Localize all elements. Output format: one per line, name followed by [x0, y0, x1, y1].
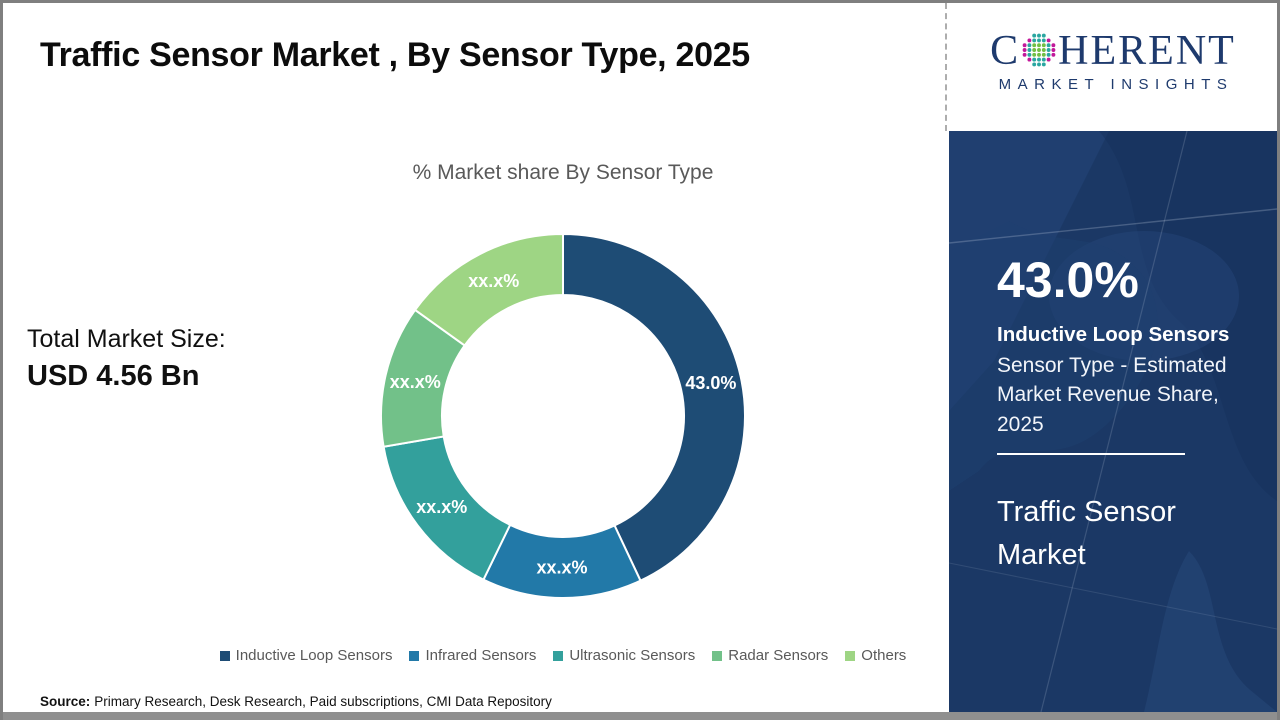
slice-label: xx.x%: [468, 271, 519, 291]
legend-label: Radar Sensors: [728, 647, 829, 664]
source-label: Source:: [40, 694, 91, 709]
key-stat-segment: Inductive Loop Sensors: [997, 323, 1230, 346]
brand-subtitle: MARKET INSIGHTS: [998, 76, 1234, 93]
total-market-size-value: USD 4.56 Bn: [27, 360, 200, 392]
chart-title: % Market share By Sensor Type: [412, 161, 714, 184]
source-note: Source: Primary Research, Desk Research, …: [40, 694, 552, 709]
legend-item: Inductive Loop Sensors: [219, 647, 393, 664]
legend-swatch: [219, 650, 230, 661]
logo-globe-icon: [1022, 33, 1056, 67]
donut-chart: 43.0% xx.x% xx.x% xx.x% xx.x%: [363, 216, 763, 616]
slice-label: 43.0%: [685, 373, 736, 393]
brand-letter-c: C: [990, 28, 1021, 74]
donut-slice-4: [413, 232, 564, 347]
legend-label: Others: [861, 647, 907, 664]
legend-item: Others: [845, 647, 906, 664]
legend-label: Inductive Loop Sensors: [235, 647, 393, 664]
legend-label: Ultrasonic Sensors: [569, 647, 696, 664]
dashed-divider: [945, 3, 947, 131]
key-stat-value: 43.0%: [997, 252, 1139, 308]
legend-swatch: [409, 650, 420, 661]
brand-wordmark: C HERENT: [949, 29, 1277, 73]
key-stat-description: Sensor Type - Estimated Market Revenue S…: [997, 354, 1227, 436]
total-market-size: Total Market Size: USD 4.56 Bn: [27, 325, 226, 393]
legend-swatch: [553, 650, 564, 661]
donut-slice-0: [562, 232, 746, 583]
legend-item: Ultrasonic Sensors: [553, 647, 695, 664]
bottom-bar: [3, 712, 1277, 720]
slice-label: xx.x%: [536, 558, 587, 578]
slice-label: xx.x%: [390, 372, 441, 392]
donut-chart-svg: 43.0% xx.x% xx.x% xx.x% xx.x%: [380, 232, 746, 599]
right-panel: 43.0% Inductive Loop Sensors Sensor Type…: [949, 131, 1277, 712]
market-name: Traffic Sensor Market: [997, 496, 1176, 571]
legend-swatch: [712, 650, 723, 661]
brand-word-rest: HERENT: [1058, 28, 1236, 74]
coherent-logo: C HERENT MARKET INSIGHTS: [949, 29, 1277, 93]
legend-item: Radar Sensors: [712, 647, 828, 664]
source-text: Primary Research, Desk Research, Paid su…: [94, 694, 552, 709]
page-title: Traffic Sensor Market , By Sensor Type, …: [40, 36, 750, 74]
chart-legend: Inductive Loop Sensors Infrared Sensors Ul…: [180, 647, 946, 664]
stat-divider-line: [997, 453, 1185, 455]
slice-label: xx.x%: [416, 497, 467, 517]
world-map-texture: [949, 131, 1277, 712]
legend-swatch: [845, 650, 856, 661]
legend-item: Infrared Sensors: [409, 647, 536, 664]
total-market-size-label: Total Market Size:: [27, 325, 226, 353]
legend-label: Infrared Sensors: [425, 647, 537, 664]
